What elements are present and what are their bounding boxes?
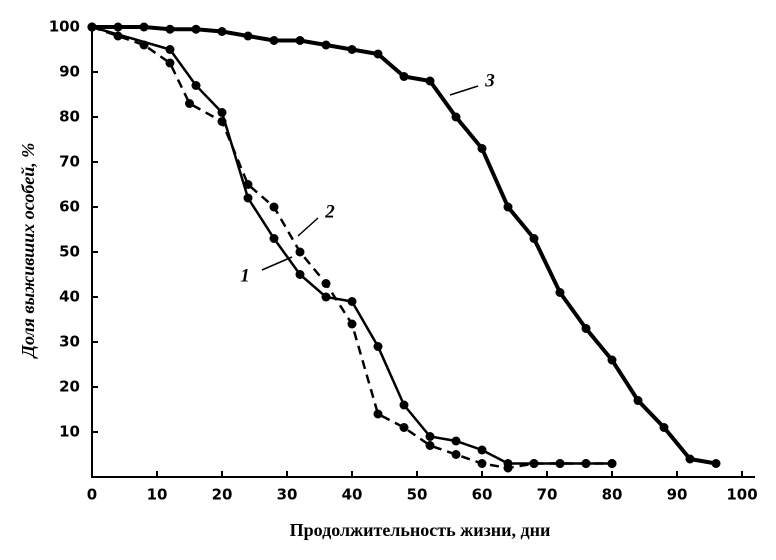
data-point — [373, 409, 383, 419]
data-point — [529, 459, 539, 468]
x-tick-label: 40 — [342, 486, 363, 504]
x-tick-label: 100 — [726, 486, 757, 504]
data-point — [295, 270, 305, 279]
data-point — [581, 459, 591, 468]
data-point — [191, 24, 201, 34]
data-point — [503, 463, 513, 473]
data-point — [321, 292, 331, 302]
data-point — [243, 31, 253, 41]
data-point — [269, 234, 279, 243]
x-tick-label: 60 — [472, 486, 493, 504]
annotation-leader — [449, 85, 479, 96]
series-line — [91, 25, 612, 465]
data-point — [113, 22, 123, 32]
data-point — [243, 180, 253, 189]
y-tick-label: 60 — [59, 198, 80, 216]
data-point — [555, 459, 565, 468]
data-point — [607, 459, 617, 468]
data-point — [87, 22, 97, 32]
data-point — [607, 355, 617, 365]
data-point — [555, 288, 565, 297]
data-point — [477, 144, 487, 153]
data-point — [477, 459, 487, 468]
data-point — [347, 319, 357, 329]
data-point — [295, 247, 305, 257]
y-tick-label: 10 — [59, 423, 80, 441]
y-tick-label: 70 — [59, 153, 80, 171]
data-point — [373, 49, 383, 59]
annotation-leader — [261, 256, 293, 271]
data-point — [373, 342, 383, 351]
data-point — [399, 72, 409, 81]
series-label: 3 — [484, 70, 495, 91]
data-point — [217, 108, 227, 117]
data-point — [217, 117, 227, 126]
data-point — [243, 193, 253, 203]
series-line — [92, 25, 717, 466]
x-tick-label: 70 — [537, 486, 558, 504]
data-point — [217, 27, 227, 36]
y-tick-label: 40 — [59, 288, 80, 306]
data-point — [399, 423, 409, 432]
data-point — [321, 40, 331, 50]
x-tick-label: 90 — [667, 486, 688, 504]
data-point — [139, 22, 149, 32]
data-point — [269, 202, 279, 212]
x-tick-label: 50 — [407, 486, 428, 504]
series-label: 1 — [240, 265, 250, 286]
data-point — [711, 459, 721, 468]
data-point — [503, 202, 513, 212]
data-point — [451, 112, 461, 122]
data-point — [347, 297, 357, 306]
x-tick-label: 10 — [147, 486, 168, 504]
data-point — [165, 24, 175, 34]
data-point — [659, 423, 669, 432]
data-point — [633, 396, 643, 405]
data-point — [347, 45, 357, 54]
data-point — [451, 450, 461, 459]
y-tick-label: 30 — [59, 333, 80, 351]
data-point — [139, 40, 149, 50]
data-point — [685, 454, 695, 464]
data-point — [113, 31, 123, 41]
data-point — [451, 436, 461, 446]
data-point — [269, 36, 279, 45]
data-point — [295, 36, 305, 45]
data-point — [581, 324, 591, 333]
y-axis-label: Доля выживших особей, % — [18, 143, 38, 360]
data-point — [165, 45, 175, 54]
x-tick-label: 80 — [602, 486, 623, 504]
data-point — [399, 400, 409, 410]
axes-frame — [91, 25, 755, 478]
data-point — [185, 99, 194, 108]
y-tick-label: 90 — [59, 63, 80, 81]
x-axis-label: Продолжительность жизни, дни — [290, 520, 551, 540]
series-label: 2 — [324, 201, 335, 222]
data-point — [165, 58, 175, 68]
y-tick-label: 80 — [59, 108, 80, 126]
data-point — [529, 234, 539, 243]
x-tick-label: 30 — [277, 486, 298, 504]
data-point — [425, 432, 435, 441]
y-tick-label: 100 — [49, 18, 80, 36]
data-point — [321, 279, 331, 288]
y-tick-label: 20 — [59, 378, 80, 396]
x-tick-label: 20 — [212, 486, 233, 504]
x-tick-label: 0 — [87, 486, 97, 504]
data-point — [425, 76, 435, 86]
annotation-leader — [297, 217, 319, 237]
data-point — [191, 81, 201, 90]
data-point — [477, 445, 487, 455]
data-point — [425, 441, 435, 450]
series-line — [91, 25, 612, 470]
y-tick-label: 50 — [59, 243, 80, 261]
